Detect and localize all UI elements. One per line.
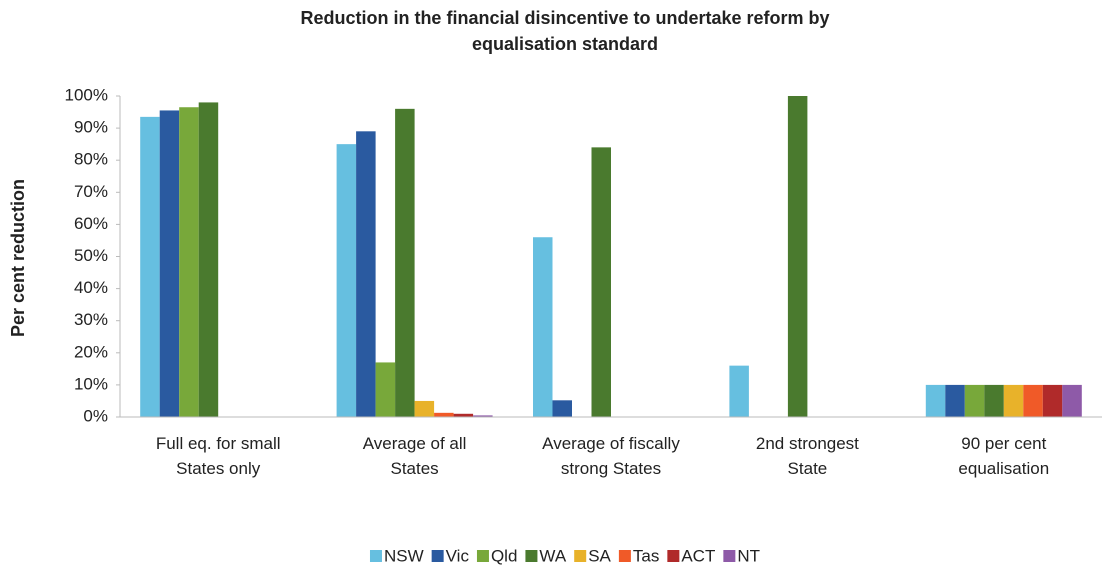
bar	[395, 108, 415, 417]
legend-swatch	[667, 550, 680, 562]
bar	[964, 384, 985, 417]
y-axis-label: Per cent reduction	[8, 179, 28, 337]
y-tick-label: 50%	[74, 246, 108, 265]
legend-swatch	[476, 550, 489, 562]
legend-label: NT	[737, 546, 760, 565]
bar	[414, 400, 435, 417]
legend-label: Vic	[446, 546, 470, 565]
bar	[729, 365, 749, 417]
x-tick-label: Full eq. for small States only	[156, 434, 281, 478]
bar	[591, 147, 611, 418]
bar	[1042, 384, 1063, 417]
x-tick-label: Average of fiscally strong States	[542, 434, 680, 478]
bar	[552, 400, 572, 417]
legend-label: SA	[588, 546, 611, 565]
bar	[925, 384, 946, 417]
bar	[1023, 384, 1043, 417]
legend-label: WA	[539, 546, 566, 565]
y-tick-label: 30%	[74, 310, 108, 329]
y-tick-label: 10%	[74, 374, 108, 393]
bar	[1062, 384, 1082, 417]
y-tick-label: 100%	[65, 85, 108, 104]
y-tick-label: 80%	[74, 150, 108, 169]
x-tick-label: 90 per cent equalisation	[958, 434, 1049, 478]
bar	[375, 362, 396, 417]
y-tick-label: 60%	[74, 214, 108, 233]
bar	[945, 384, 965, 417]
bar	[533, 237, 553, 417]
bar	[473, 415, 493, 417]
y-tick-label: 90%	[74, 118, 108, 137]
bar	[434, 412, 454, 417]
bar	[1003, 384, 1024, 417]
legend-label: NSW	[384, 546, 424, 565]
bar	[787, 96, 808, 417]
legend-label: ACT	[681, 546, 715, 565]
legend-swatch	[618, 550, 631, 562]
y-tick-label: 20%	[74, 342, 108, 361]
legend-swatch	[369, 550, 382, 562]
chart-title: Reduction in the financial disincentive …	[300, 8, 829, 54]
legend-swatch	[574, 550, 587, 562]
bar	[198, 102, 219, 418]
x-tick-label: Average of all States	[363, 434, 467, 478]
legend-swatch	[723, 550, 736, 562]
bar	[159, 110, 180, 417]
legend-label: Qld	[491, 546, 517, 565]
y-tick-label: 0%	[83, 406, 108, 425]
bar	[356, 131, 376, 417]
legend-swatch	[431, 550, 444, 562]
bar	[453, 413, 474, 417]
legend-swatch	[525, 550, 538, 562]
y-tick-label: 40%	[74, 278, 108, 297]
x-tick-label: 2nd strongest State	[756, 434, 859, 478]
bar	[140, 116, 160, 418]
y-tick-label: 70%	[74, 182, 108, 201]
bar	[179, 107, 199, 418]
bar	[336, 144, 357, 417]
legend-label: Tas	[633, 546, 659, 565]
bar	[984, 384, 1004, 417]
